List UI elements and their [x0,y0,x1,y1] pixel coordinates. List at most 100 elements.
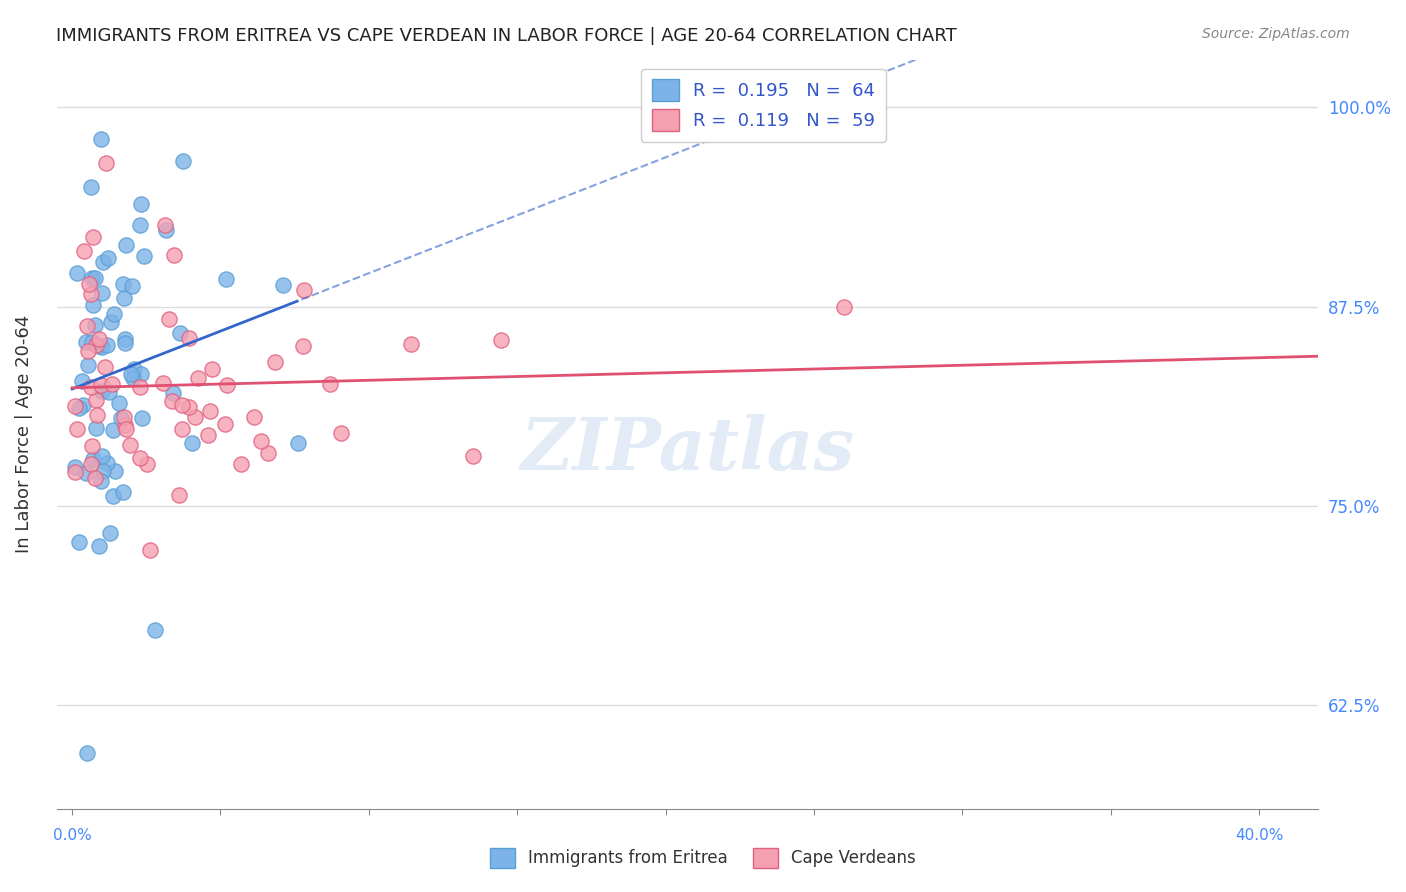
Point [80,180,103,194]
Point [82,270,104,285]
Point [90,474,112,488]
Point [112,291,135,305]
Point [271,278,294,293]
Point [162,385,184,400]
Point [97,252,120,266]
Point [287,436,309,450]
Point [83,318,105,332]
Point [169,326,191,340]
Point [129,367,152,381]
Point [128,451,150,466]
Point [84,338,107,352]
Point [79,277,101,291]
Point [76,746,98,760]
Point [82,298,104,312]
Point [90,449,112,463]
Point [77,344,100,359]
Point [129,380,152,394]
Point [115,237,138,252]
Point [491,333,513,347]
Point [100,315,122,329]
Point [136,457,159,471]
Point [91,255,114,269]
Point [292,339,315,353]
Point [139,542,162,557]
Point [82,452,104,467]
Point [63,399,86,413]
Point [131,410,153,425]
Point [84,420,107,434]
Point [76,318,98,333]
Point [108,395,131,409]
Point [76,358,98,372]
Point [75,334,97,349]
Point [399,336,422,351]
Point [80,439,103,453]
Point [167,488,190,502]
Point [87,339,110,353]
Point [243,410,266,425]
Text: 40.0%: 40.0% [1234,828,1284,843]
Point [163,248,186,262]
Point [90,377,112,392]
Point [115,422,138,436]
Legend: R =  0.195   N =  64, R =  0.119   N =  59: R = 0.195 N = 64, R = 0.119 N = 59 [641,69,886,142]
Point [172,421,194,435]
Point [111,484,134,499]
Text: 0.0%: 0.0% [53,828,91,843]
Point [101,377,124,392]
Point [215,272,238,286]
Point [129,218,152,232]
Text: Source: ZipAtlas.com: Source: ZipAtlas.com [1202,27,1350,41]
Point [129,196,152,211]
Point [114,418,136,433]
Point [94,360,117,375]
Point [84,392,107,407]
Point [157,311,180,326]
Point [122,371,145,385]
Point [67,401,90,416]
Point [94,155,117,169]
Point [292,283,315,297]
Point [187,371,209,385]
Point [65,460,87,475]
Point [264,355,287,369]
Point [96,456,118,470]
Point [172,153,194,168]
Point [98,526,121,541]
Point [257,446,280,460]
Point [214,417,236,431]
Point [72,374,94,388]
Point [80,380,103,394]
Text: ZIPatlas: ZIPatlas [520,414,855,484]
Point [86,409,108,423]
Point [114,332,136,346]
Point [63,465,86,479]
Point [229,457,252,471]
Point [96,337,118,351]
Point [90,384,112,398]
Point [111,277,134,292]
Point [83,271,105,285]
Point [179,400,201,414]
Point [143,624,166,638]
Point [82,229,104,244]
Point [197,428,219,442]
Point [98,384,121,399]
Point [198,403,221,417]
Point [153,218,176,232]
Point [330,425,353,440]
Point [84,471,107,485]
Point [73,244,96,258]
Point [67,534,90,549]
Point [184,410,207,425]
Point [87,332,110,346]
Point [80,457,103,471]
Point [170,398,193,412]
Point [180,436,202,450]
Point [103,307,125,321]
Point [72,398,94,412]
Point [90,285,112,300]
Text: IMMIGRANTS FROM ERITREA VS CAPE VERDEAN IN LABOR FORCE | AGE 20-64 CORRELATION C: IMMIGRANTS FROM ERITREA VS CAPE VERDEAN … [56,27,957,45]
Point [91,339,114,353]
